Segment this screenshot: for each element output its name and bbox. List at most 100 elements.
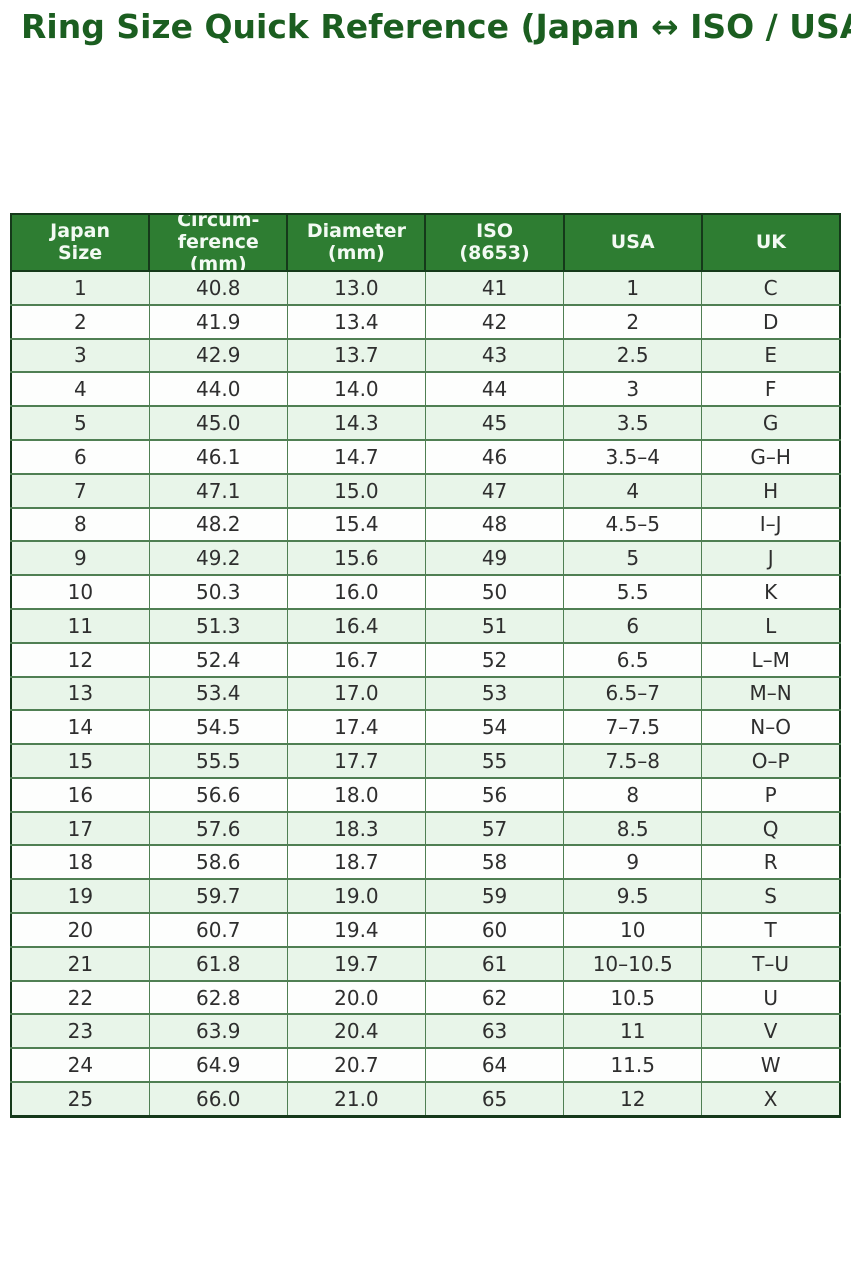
table-cell: 46.1 — [148, 438, 288, 475]
table-row: 14 54.5 17.4 54 7–7.5 N–O — [10, 709, 841, 745]
table-cell: 56.6 — [148, 776, 288, 813]
table-cell: 15.4 — [286, 506, 426, 542]
table-row: 11 51.3 16.4 51 6 L — [10, 607, 841, 644]
column-header-label: Circum- ference (mm) — [177, 214, 260, 270]
table-cell: 5 — [10, 405, 150, 441]
table-row: 22 62.8 20.0 62 10.5 U — [10, 979, 841, 1015]
table-cell: 17.4 — [286, 709, 426, 745]
table-row: 13 53.4 17.0 53 6.5–7 M–N — [10, 675, 841, 711]
table-row: 2 41.9 13.4 42 2 D — [10, 303, 841, 340]
table-row: 9 49.2 15.6 49 5 J — [10, 540, 841, 576]
table-cell: 44 — [424, 371, 565, 407]
table-cell: 61.8 — [148, 945, 288, 982]
table-cell: 41.9 — [148, 303, 288, 340]
table-row: 7 47.1 15.0 47 4 H — [10, 472, 841, 509]
column-header-label: Japan Size — [50, 220, 110, 265]
table-cell: F — [701, 371, 841, 407]
table-cell: 60.7 — [148, 912, 288, 948]
table-cell: 55 — [424, 743, 565, 779]
table-cell: 15.6 — [286, 540, 426, 576]
column-header-circumference: Circum- ference (mm) — [148, 212, 289, 272]
table-cell: 3 — [10, 337, 150, 373]
table-cell: 58 — [424, 844, 565, 880]
table-cell: 10 — [563, 912, 703, 948]
table-cell: R — [701, 844, 841, 880]
table-cell: 20.0 — [286, 979, 426, 1015]
table-cell: 14 — [10, 709, 150, 745]
table-cell: 6.5–7 — [563, 675, 703, 711]
table-row: 18 58.6 18.7 58 9 R — [10, 844, 841, 880]
table-cell: E — [701, 337, 841, 373]
table-cell: 17 — [10, 810, 150, 846]
column-header-japan-size: Japan Size — [9, 212, 151, 272]
table-cell: J — [701, 540, 841, 576]
table-cell: 8 — [563, 776, 703, 813]
table-cell: 6 — [10, 438, 150, 475]
table-cell: 2.5 — [563, 337, 703, 373]
table-cell: 14.7 — [286, 438, 426, 475]
table-cell: I–J — [701, 506, 841, 542]
table-cell: 11 — [10, 607, 150, 644]
column-header-diameter: Diameter (mm) — [286, 212, 427, 272]
table-cell: 47.1 — [148, 472, 288, 509]
table-cell: 57 — [424, 810, 565, 846]
table-cell: 16 — [10, 776, 150, 813]
table-cell: 13 — [10, 675, 150, 711]
ring-size-table: Japan Size Circum- ference (mm) Diameter… — [9, 212, 842, 1118]
table-row: 16 56.6 18.0 56 8 P — [10, 776, 841, 813]
table-cell: 9 — [10, 540, 150, 576]
table-cell: 63.9 — [148, 1013, 288, 1049]
table-cell: 14.0 — [286, 371, 426, 407]
table-cell: 42.9 — [148, 337, 288, 373]
table-cell: 41 — [424, 269, 565, 306]
table-cell: 9 — [563, 844, 703, 880]
table-row: 24 64.9 20.7 64 11.5 W — [10, 1047, 841, 1083]
table-cell: 50.3 — [148, 574, 288, 610]
table-cell: 57.6 — [148, 810, 288, 846]
table-cell: 45 — [424, 405, 565, 441]
table-row: 12 52.4 16.7 52 6.5 L–M — [10, 641, 841, 677]
table-cell: O–P — [701, 743, 841, 779]
table-cell: 16.4 — [286, 607, 426, 644]
table-cell: 20 — [10, 912, 150, 948]
table-cell: 62 — [424, 979, 565, 1015]
table-row: 5 45.0 14.3 45 3.5 G — [10, 405, 841, 441]
table-cell: 10.5 — [563, 979, 703, 1015]
table-cell: 3 — [563, 371, 703, 407]
table-cell: 18.3 — [286, 810, 426, 846]
table-cell: 1 — [10, 269, 150, 306]
table-cell: 64.9 — [148, 1047, 288, 1083]
table-cell: 16.7 — [286, 641, 426, 677]
table-cell: 18.0 — [286, 776, 426, 813]
table-cell: 22 — [10, 979, 150, 1015]
table-cell: 4 — [563, 472, 703, 509]
table-row: 19 59.7 19.0 59 9.5 S — [10, 878, 841, 914]
table-cell: 11.5 — [563, 1047, 703, 1083]
table-cell: 12 — [10, 641, 150, 677]
column-header-uk: UK — [700, 212, 842, 272]
table-cell: X — [701, 1081, 841, 1117]
table-cell: 7 — [10, 472, 150, 509]
table-cell: G–H — [701, 438, 841, 475]
table-cell: 21.0 — [286, 1081, 426, 1117]
table-cell: 13.0 — [286, 269, 426, 306]
table-cell: 62.8 — [148, 979, 288, 1015]
table-cell: D — [701, 303, 841, 340]
table-cell: 19.4 — [286, 912, 426, 948]
table-cell: L–M — [701, 641, 841, 677]
table-cell: 61 — [424, 945, 565, 982]
table-cell: 11 — [563, 1013, 703, 1049]
table-cell: 48 — [424, 506, 565, 542]
table-cell: 21 — [10, 945, 150, 982]
table-row: 20 60.7 19.4 60 10 T — [10, 912, 841, 948]
table-cell: 50 — [424, 574, 565, 610]
table-cell: 10–10.5 — [563, 945, 703, 982]
table-cell: Q — [701, 810, 841, 846]
table-cell: 46 — [424, 438, 565, 475]
table-cell: N–O — [701, 709, 841, 745]
table-cell: 6 — [563, 607, 703, 644]
table-cell: 47 — [424, 472, 565, 509]
table-cell: 66.0 — [148, 1081, 288, 1117]
table-cell: K — [701, 574, 841, 610]
table-cell: 17.0 — [286, 675, 426, 711]
